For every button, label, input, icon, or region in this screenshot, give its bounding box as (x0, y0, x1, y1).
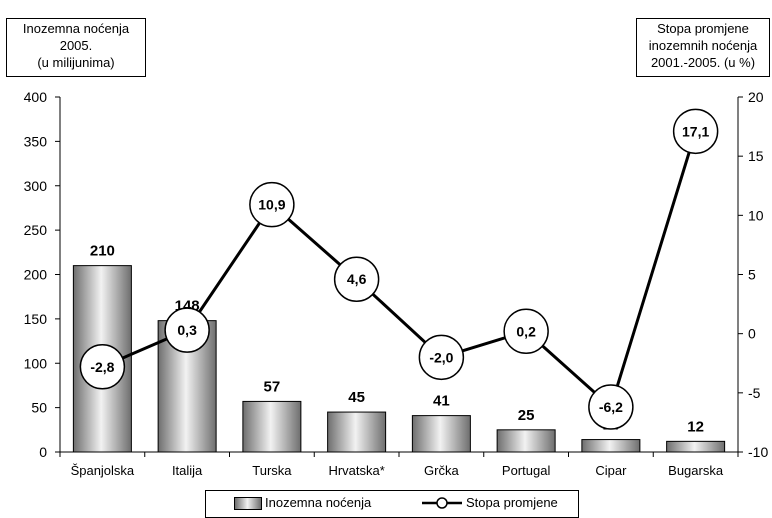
right-tick-label: -5 (748, 385, 761, 401)
legend: Inozemna noćenja Stopa promjene (205, 490, 579, 518)
bar (581, 439, 641, 453)
bar (666, 440, 726, 453)
x-tick-label: Turska (252, 463, 292, 478)
left-tick-label: 400 (24, 89, 48, 105)
x-tick-label: Španjolska (71, 463, 135, 478)
rate-point (418, 334, 465, 381)
left-tick-label: 350 (24, 133, 48, 149)
left-tick-label: 100 (24, 355, 48, 371)
x-tick-label: Hrvatska* (328, 463, 384, 478)
x-tick-label: Portugal (502, 463, 551, 478)
rate-point (588, 384, 634, 430)
left-tick-label: 0 (39, 444, 47, 460)
left-tick-label: 300 (24, 178, 48, 194)
right-tick-label: 10 (748, 207, 764, 223)
bar-value-label: 45 (348, 389, 365, 406)
legend-bar-label: Inozemna noćenja (265, 495, 372, 510)
left-axis-title-line-2: 2005. (59, 38, 93, 53)
rate-point-label: -2,8 (90, 359, 114, 375)
rate-point-label: -2,0 (429, 349, 453, 365)
rate-point (249, 181, 295, 228)
legend-line-swatch (422, 497, 462, 509)
legend-bar-swatch (234, 497, 262, 510)
x-tick-label: Cipar (595, 463, 627, 478)
rate-point-label: -6,2 (599, 399, 623, 415)
right-tick-label: 15 (748, 148, 764, 164)
right-axis-title-line-1: Stopa promjene (657, 21, 749, 36)
rate-point (672, 108, 719, 155)
right-tick-label: 0 (748, 326, 756, 342)
left-tick-label: 150 (24, 311, 48, 327)
bar-value-label: 41 (433, 393, 450, 410)
bar-value-label: 210 (90, 243, 115, 260)
axes: 0 50 100 150 200 250 300 350 400 -10 -5 0 5 10 15 20 Špa… (24, 89, 769, 478)
legend-line-label: Stopa promjene (466, 495, 558, 510)
right-tick-label: -10 (748, 444, 768, 460)
rate-point-label: 0,2 (516, 323, 536, 339)
x-tick-label: Bugarska (668, 463, 724, 478)
left-tick-label: 200 (24, 267, 48, 283)
rate-point (503, 308, 549, 355)
rate-point-label: 0,3 (177, 322, 197, 338)
x-tick-label: Italija (172, 463, 203, 478)
right-axis-title-line-3: 2001.-2005. (u %) (650, 55, 756, 70)
left-axis-title: Inozemna noćenja 2005. (u milijunima) (6, 18, 146, 77)
bar (411, 415, 471, 453)
x-tick-label: Grčka (424, 463, 459, 478)
bar (496, 429, 556, 453)
left-axis-title-line-1: Inozemna noćenja (22, 21, 130, 36)
right-tick-label: 20 (748, 89, 764, 105)
rate-point (333, 256, 380, 302)
right-tick-label: 5 (748, 267, 756, 283)
left-axis-title-line-3: (u milijunima) (37, 55, 115, 70)
rate-point (79, 344, 126, 390)
bars: 210148574541251412 (72, 243, 726, 453)
rate-point-label: 17,1 (682, 123, 709, 139)
bar-value-label: 57 (264, 378, 281, 395)
left-tick-label: 50 (31, 400, 47, 416)
rate-point (164, 307, 210, 353)
bar (327, 411, 387, 453)
chart-canvas: 0 50 100 150 200 250 300 350 400 -10 -5 0 5 10 15 20 Špa… (24, 89, 769, 478)
bar-value-label: 25 (518, 407, 535, 424)
right-axis-title: Stopa promjene inozemnih noćenja 2001.-2… (636, 18, 770, 77)
left-tick-label: 250 (24, 222, 48, 238)
rate-point-label: 10,9 (258, 197, 285, 213)
bar (242, 400, 302, 453)
right-axis-title-line-2: inozemnih noćenja (648, 38, 758, 53)
rate-point-label: 4,6 (347, 271, 367, 287)
rate-markers: -2,8 0,3 10,9 4,6 -2,0 0,2 -6,2 17,1 (79, 108, 719, 430)
bar-value-label: 12 (687, 418, 704, 435)
